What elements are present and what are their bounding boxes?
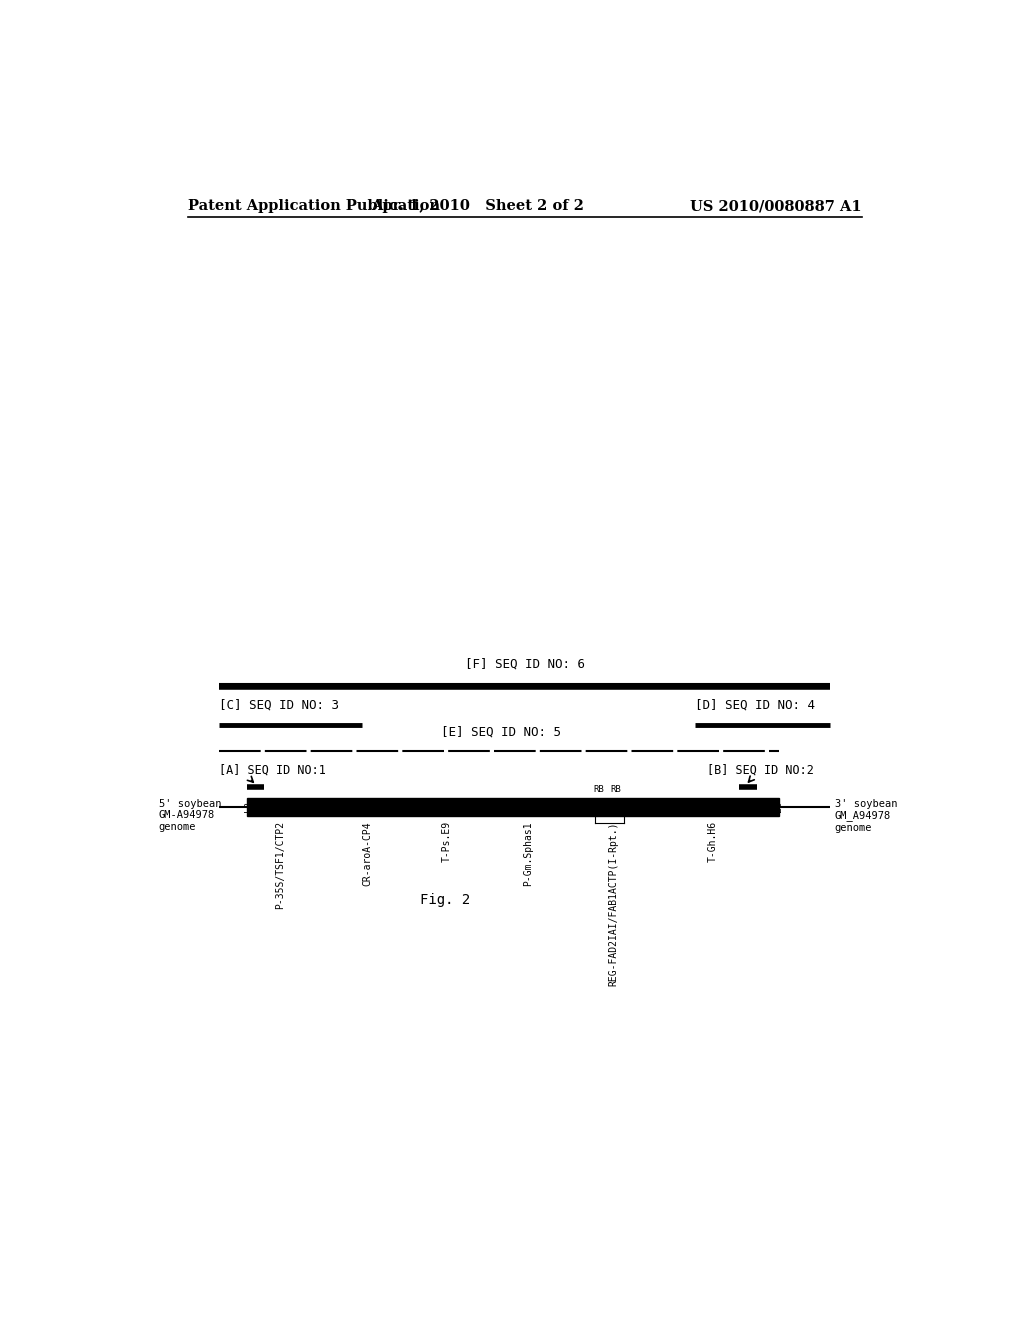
Text: [C] SEQ ID NO: 3: [C] SEQ ID NO: 3 [219,698,339,711]
Text: Apr. 1, 2010   Sheet 2 of 2: Apr. 1, 2010 Sheet 2 of 2 [371,199,584,213]
Text: [F] SEQ ID NO: 6: [F] SEQ ID NO: 6 [465,657,585,671]
Text: 5' soybean
GM-A94978
genome: 5' soybean GM-A94978 genome [159,799,221,832]
Text: [B] SEQ ID NO:2: [B] SEQ ID NO:2 [708,763,814,776]
Text: CR-aroA-CP4: CR-aroA-CP4 [362,821,372,886]
Text: P-Gm.Sphas1: P-Gm.Sphas1 [523,821,534,886]
Text: Fig. 2: Fig. 2 [420,894,471,907]
Text: Patent Application Publication: Patent Application Publication [187,199,439,213]
Text: P-35S/TSF1/CTP2: P-35S/TSF1/CTP2 [274,821,285,909]
Text: LB: LB [244,801,253,812]
FancyBboxPatch shape [247,799,778,816]
Text: 3' soybean
GM_A94978
genome: 3' soybean GM_A94978 genome [835,799,897,833]
Text: RB: RB [593,784,604,793]
Text: RB: RB [610,784,622,793]
Text: [D] SEQ ID NO: 4: [D] SEQ ID NO: 4 [695,698,815,711]
Text: T-Gh.H6: T-Gh.H6 [708,821,718,862]
Text: [A] SEQ ID NO:1: [A] SEQ ID NO:1 [219,763,326,776]
Text: [E] SEQ ID NO: 5: [E] SEQ ID NO: 5 [441,726,561,739]
Text: REG-FAD2IAI/FAB1ACTP(I-Rpt.): REG-FAD2IAI/FAB1ACTP(I-Rpt.) [608,821,618,986]
Text: LB: LB [774,801,783,812]
Text: T-Ps.E9: T-Ps.E9 [441,821,452,862]
Text: US 2010/0080887 A1: US 2010/0080887 A1 [690,199,862,213]
